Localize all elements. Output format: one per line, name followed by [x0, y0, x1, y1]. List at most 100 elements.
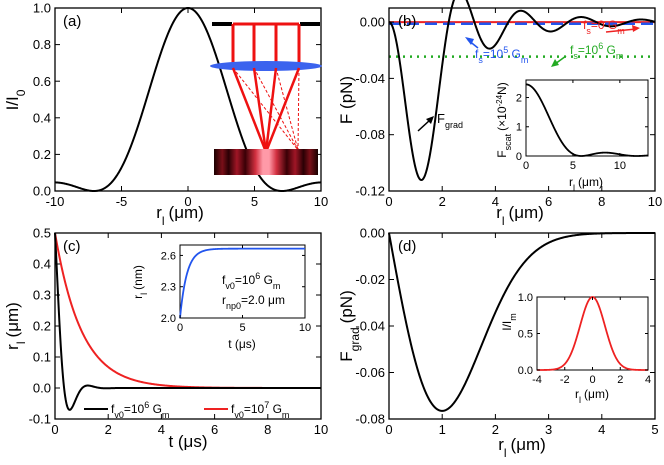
panel-b-inset-frame: [525, 79, 649, 157]
panel-b-inset-yticklabels: 0 1 2: [516, 92, 522, 162]
panel-b-ytick-label: 0.00: [360, 15, 385, 30]
panel-b-inset-ylabel: Fscat(×10-24N): [495, 82, 514, 157]
panel-d-inset-ytick-label: 0.5: [518, 328, 533, 340]
panel-d-ytick-label: -0.08: [355, 412, 385, 427]
panel-c-ytick-label: 0.4: [33, 257, 51, 272]
panel-b-inset-xticklabels: 0 5 10: [523, 160, 626, 172]
panel-d-ytick-label: -0.04: [355, 319, 385, 334]
panel-a-xtick-label: 0: [184, 194, 191, 209]
panel-a-ytick-label: 0.2: [33, 147, 51, 162]
panel-c-xtick-label: 4: [158, 422, 165, 437]
annotation-fs0: fs=0 Gm: [583, 18, 625, 36]
panel-b-ytick-label: -0.12: [355, 184, 385, 199]
panel-b: 0 2 4 6 8 10 0.00-0.04-0.08-0.12 (b) rl (μm) F…: [337, 0, 662, 228]
panel-c-xtick-label: 2: [105, 422, 112, 437]
panel-d-xtick-label: 5: [651, 422, 658, 437]
arrowhead-fs0: [632, 25, 640, 32]
annotation-fs5: fs=105 Gm: [475, 45, 528, 65]
series-fv0-1e6-line: [54, 232, 321, 411]
panel-d-inset-xtick-label: 4: [645, 374, 651, 386]
fscat-curve: [525, 83, 649, 157]
panel-d-ylabel: Fgrad(pN): [337, 290, 362, 361]
panel-c-inset-ylabel: rl(nm): [131, 265, 149, 299]
panel-b-xticklabels: 0 2 4 6 8 10: [385, 194, 662, 209]
panel-a-xtick-label: -5: [116, 194, 128, 209]
panel-b-inset-ytick-label: 2: [516, 92, 522, 104]
panel-c: 0 2 4 6 8 10 -0.1 0.0 0.1 0.2 0.3 0.4 0.5 (c) t (μs…: [3, 226, 328, 451]
panel-a-ytick-label: 0.8: [33, 37, 51, 52]
panel-c-inset-ticks: [179, 245, 306, 319]
panel-c-ytick-label: 0.1: [33, 350, 51, 365]
panel-c-ytick-label: 0.5: [33, 226, 51, 241]
panel-c-ticks: [54, 232, 322, 420]
panel-b-curves: [388, 0, 656, 182]
arrowhead-fs6: [551, 59, 559, 67]
arrow-fgrad: [417, 119, 431, 132]
panel-c-inset-yticklabels: 2.0 2.3 2.6: [161, 250, 176, 325]
panel-d-ytick-label: -0.06: [355, 365, 385, 380]
arrow-fs0: [605, 28, 637, 33]
panel-d-inset-xtick-label: -4: [532, 374, 542, 386]
arrowhead-fgrad: [426, 116, 434, 124]
input-beams: [231, 22, 301, 66]
panel-d-xtick-label: 2: [492, 422, 499, 437]
panel-b-inset-xtick-label: 0: [523, 160, 529, 172]
offset-beams: [232, 67, 300, 151]
panel-c-ylabel: rl(μm): [3, 302, 28, 350]
panel-c-inset-ytick-label: 2.0: [161, 313, 176, 325]
panel-c-xticklabels: 0 2 4 6 8 10: [51, 422, 328, 437]
panel-a-ytick-label: 0.6: [33, 74, 51, 89]
panel-c-xtick-label: 8: [264, 422, 271, 437]
panel-a-xtick-label: -10: [46, 194, 65, 209]
panel-c-curves: [54, 232, 321, 411]
panel-b-inset-curve: [525, 83, 649, 157]
panel-a-xticklabels: -10 -5 0 5 10: [46, 194, 329, 209]
panel-c-inset: 0 5 10 2.02.32.6 t (μs) rl(nm) fv0=106 Gm …: [131, 244, 311, 351]
panel-b-inset: 0 5 10 0 1 2 rl (μm) Fscat(×10-24N): [495, 79, 649, 193]
panel-b-xtick-label: 2: [439, 194, 446, 209]
panel-b-inset-ytick-label: 1: [516, 122, 522, 134]
panel-a-xtick-label: 5: [251, 194, 258, 209]
panel-d-inset-ytick-label: 1.0: [518, 292, 533, 304]
panel-b-inset-xtick-label: 5: [570, 160, 576, 172]
panel-d-ticks: [388, 232, 656, 420]
panel-c-ytick-label: 0.3: [33, 288, 51, 303]
panel-d-label: (d): [398, 238, 416, 255]
panel-d-xlabel: rl (μm): [498, 435, 546, 460]
panel-d-ytick-label: 0.00: [360, 226, 385, 241]
panel-a-ylabel: I/I0: [3, 89, 28, 110]
panel-a-ytick-label: 1.0: [33, 1, 51, 16]
panel-c-xtick-label: 6: [211, 422, 218, 437]
panel-c-xlabel: t (μs): [168, 432, 207, 451]
panel-c-inset-curve: [179, 247, 305, 319]
panel-b-ylabel: F (pN): [337, 76, 356, 124]
panel-c-legend: fv0=106 Gm fv0=107 Gm: [84, 400, 289, 420]
panel-c-inset-xtick-label: 10: [299, 322, 311, 334]
panel-c-xtick-label: 0: [51, 422, 58, 437]
focused-beams: [231, 67, 301, 153]
panel-a-xlabel: rl (μm): [156, 203, 204, 228]
panel-c-xtick-label: 10: [314, 422, 328, 437]
panel-b-frame: [388, 7, 656, 192]
panel-d-xticklabels: 0 1 2 3 4 5: [385, 422, 658, 437]
panel-d-inset-xtick-label: -2: [560, 374, 570, 386]
panel-d-inset-frame: [536, 296, 649, 371]
panel-c-inset-frame: [179, 244, 306, 319]
panel-b-xlabel: rl (μm): [496, 203, 544, 228]
panel-a-ytick-label: 0.4: [33, 110, 51, 125]
arrowhead-fs5: [465, 37, 474, 45]
panel-d-xtick-label: 4: [598, 422, 605, 437]
panel-b-inset-ticks: [525, 80, 648, 157]
panel-a-xtick-label: 10: [314, 194, 328, 209]
panel-a-ytick-label: 0.0: [33, 184, 51, 199]
legend-label-fv0-1e7: fv0=107 Gm: [231, 400, 289, 420]
panel-c-inset-note-rnp0: rnp0=2.0 μm: [222, 293, 285, 311]
panel-b-yticklabels: 0.00 -0.04 -0.08 -0.12: [355, 15, 385, 199]
annotation-fgrad: Fgrad: [437, 111, 463, 130]
panel-d-inset-xticklabels: -4 -2 0 2 4: [532, 374, 651, 386]
panel-c-label: (c): [63, 238, 81, 255]
panel-d-ytick-label: -0.02: [355, 272, 385, 287]
panel-c-inset-xlabel: t (μs): [228, 337, 256, 351]
panel-b-label: (b): [398, 13, 416, 30]
